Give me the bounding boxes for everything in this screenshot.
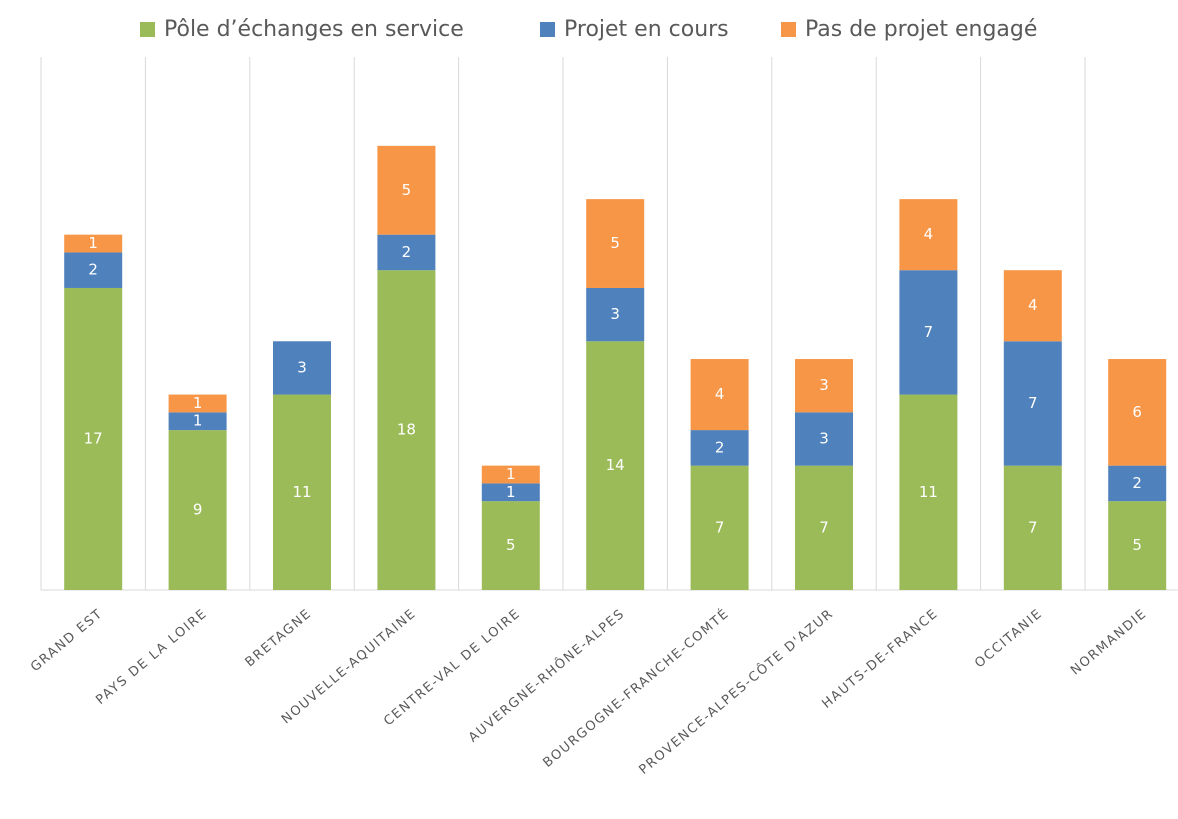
bar-segment: [481, 483, 540, 502]
value-label: 7: [1028, 518, 1038, 536]
bar-segment: [795, 359, 853, 413]
bar-segment: [168, 394, 227, 413]
bar-segment: [1108, 359, 1167, 466]
value-label: 7: [715, 518, 725, 536]
value-label: 4: [1028, 296, 1038, 314]
legend-label: Pôle d’échanges en service: [164, 17, 464, 42]
bar-segment: [1003, 341, 1062, 466]
bar-segment: [586, 287, 645, 342]
x-tick-label: PROVENCE-ALPES-CÔTE D'AZUR: [636, 605, 837, 777]
value-label: 6: [1132, 403, 1142, 421]
value-label: 1: [193, 412, 203, 430]
legend-label: Projet en cours: [564, 17, 729, 42]
value-label: 3: [297, 358, 307, 376]
value-label: 17: [84, 429, 103, 447]
value-label: 2: [1132, 474, 1142, 492]
bar-segment: [1108, 465, 1167, 502]
value-label: 5: [506, 536, 516, 554]
bar-segment: [64, 287, 123, 590]
bar-segment: [795, 465, 853, 590]
bar-segment: [899, 270, 958, 395]
bar-segment: [690, 465, 749, 590]
legend-swatch: [140, 22, 155, 37]
value-label: 2: [88, 261, 98, 279]
value-label: 7: [924, 323, 934, 341]
value-label: 4: [924, 225, 934, 243]
bar-segment: [377, 145, 436, 235]
value-label: 3: [819, 429, 829, 447]
legend-swatch: [540, 22, 555, 37]
bar-segment: [64, 252, 123, 288]
value-label: 1: [506, 465, 516, 483]
x-tick-label: BRETAGNE: [243, 606, 315, 670]
bar-segment: [481, 465, 540, 484]
bar-segment: [64, 234, 123, 253]
bar-segment: [273, 341, 331, 395]
bar-segment: [1003, 465, 1062, 590]
bar-segment: [168, 430, 227, 590]
value-label: 1: [88, 234, 98, 252]
bar-segment: [1108, 501, 1167, 590]
value-label: 18: [397, 421, 416, 439]
bar-segment: [690, 359, 749, 431]
bar-segment: [586, 199, 645, 288]
value-label: 11: [919, 483, 938, 501]
bar-segment: [481, 501, 540, 590]
value-label: 9: [193, 501, 203, 519]
x-tick-label: HAUTS-DE-FRANCE: [819, 606, 941, 712]
bar-segment: [377, 270, 436, 590]
bar-segment: [899, 199, 958, 271]
bar-segment: [273, 394, 331, 590]
value-label: 14: [606, 456, 625, 474]
value-label: 3: [610, 305, 620, 323]
x-tick-label: PAYS DE LA LOIRE: [93, 606, 210, 708]
bar-segment: [586, 341, 645, 590]
x-tick-label: NORMANDIE: [1068, 606, 1150, 678]
value-label: 5: [1132, 536, 1142, 554]
value-label: 4: [715, 385, 725, 403]
bar-segment: [1003, 270, 1062, 342]
value-label: 2: [402, 243, 412, 261]
value-label: 11: [292, 483, 311, 501]
value-label: 1: [506, 483, 516, 501]
legend-swatch: [781, 22, 796, 37]
value-label: 3: [819, 376, 829, 394]
value-label: 5: [610, 234, 620, 252]
bar-segment: [899, 394, 958, 590]
x-tick-label: BOURGOGNE-FRANCHE-COMTÉ: [540, 605, 733, 770]
x-tick-label: GRAND EST: [28, 606, 106, 675]
value-label: 5: [402, 181, 412, 199]
value-label: 7: [1028, 394, 1038, 412]
legend-label: Pas de projet engagé: [805, 17, 1037, 42]
value-label: 1: [193, 394, 203, 412]
x-tick-label: OCCITANIE: [972, 606, 1045, 671]
bar-segment: [168, 412, 227, 431]
bar-segment: [377, 234, 436, 271]
value-label: 7: [819, 518, 829, 536]
bar-segment: [795, 412, 853, 466]
bar-segment: [690, 430, 749, 466]
value-label: 2: [715, 438, 725, 456]
